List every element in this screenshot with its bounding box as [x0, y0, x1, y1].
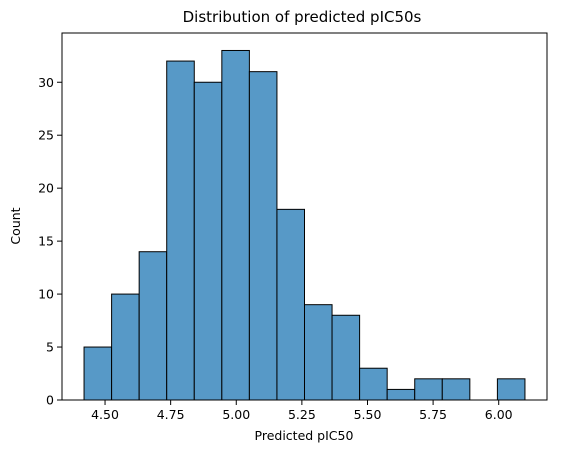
- histogram-bar: [248, 71, 278, 401]
- y-tick-label: 10: [38, 287, 54, 302]
- histogram-bar: [359, 367, 388, 401]
- y-axis-ticks: 0 5 10 15 20 25 30: [38, 75, 62, 408]
- y-axis-label: Count: [8, 207, 23, 244]
- y-tick-label: 20: [38, 181, 54, 196]
- y-tick-label: 30: [38, 75, 54, 90]
- histogram-bar: [138, 251, 168, 401]
- histogram-bar: [414, 378, 443, 401]
- histogram-bar: [304, 304, 333, 401]
- histogram-bar: [276, 208, 305, 401]
- x-tick-label: 6.00: [485, 407, 513, 422]
- histogram-bar: [83, 346, 113, 401]
- x-tick-label: 5.25: [288, 407, 316, 422]
- x-tick-label: 5.00: [222, 407, 250, 422]
- bars-group: [83, 49, 526, 401]
- histogram-bar: [331, 314, 361, 401]
- x-tick-label: 4.50: [91, 407, 119, 422]
- histogram-bar: [221, 49, 250, 401]
- y-tick-label: 25: [38, 128, 54, 143]
- x-tick-label: 4.75: [157, 407, 185, 422]
- y-tick-label: 5: [46, 340, 54, 355]
- x-axis-label: Predicted pIC50: [255, 428, 354, 443]
- y-tick-label: 0: [46, 393, 54, 408]
- y-tick-label: 15: [38, 234, 54, 249]
- histogram-bar: [496, 378, 526, 401]
- histogram-bar: [386, 388, 416, 401]
- histogram-bar: [111, 293, 140, 401]
- x-tick-label: 5.75: [419, 407, 447, 422]
- chart-title: Distribution of predicted pIC50s: [183, 8, 422, 26]
- x-axis-ticks: 4.50 4.75 5.00 5.25 5.50 5.75 6.00: [91, 400, 513, 422]
- histogram-bar: [441, 378, 471, 401]
- plot-frame: [61, 32, 548, 401]
- x-tick-label: 5.50: [354, 407, 382, 422]
- histogram-bar: [166, 60, 195, 401]
- histogram-bar: [193, 81, 223, 401]
